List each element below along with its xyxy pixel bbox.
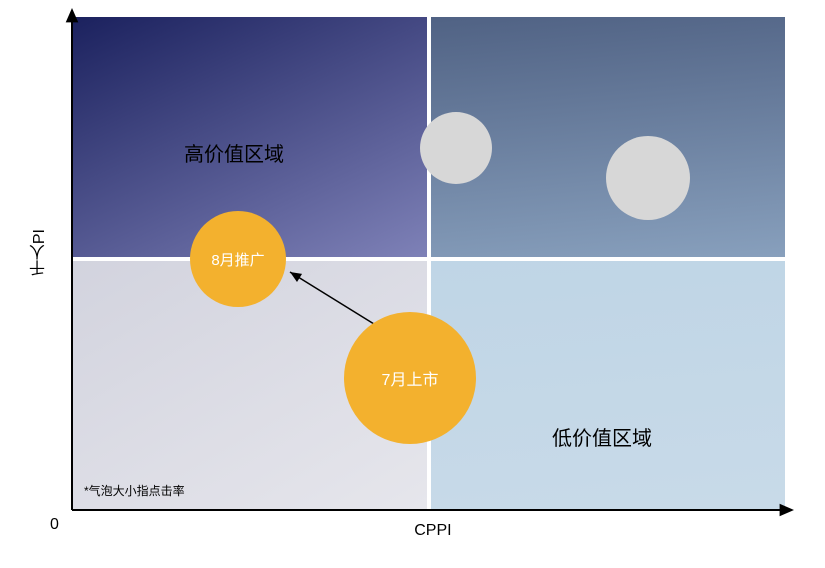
quadrant-chart: 千人PI CPPI 0 高价值区域 低价值区域 *气泡大小指点击率 7月上市 8月… bbox=[0, 0, 825, 568]
quadrant-bottom-right bbox=[429, 259, 786, 510]
bubble-label-july: 7月上市 bbox=[382, 366, 439, 390]
bubble-july: 7月上市 bbox=[344, 312, 476, 444]
bubble-grey2 bbox=[606, 136, 690, 220]
bubble-label-august: 8月推广 bbox=[211, 249, 264, 270]
origin-label: 0 bbox=[50, 516, 59, 534]
quadrant-divider bbox=[72, 257, 785, 261]
bubble-august: 8月推广 bbox=[190, 211, 286, 307]
x-axis-label: CPPI bbox=[414, 522, 451, 540]
high-value-region-label: 高价值区域 bbox=[184, 138, 284, 167]
footnote: *气泡大小指点击率 bbox=[84, 482, 185, 499]
y-axis-label: 千人PI bbox=[28, 229, 52, 276]
bubble-grey1 bbox=[420, 112, 492, 184]
low-value-region-label: 低价值区域 bbox=[552, 422, 652, 451]
